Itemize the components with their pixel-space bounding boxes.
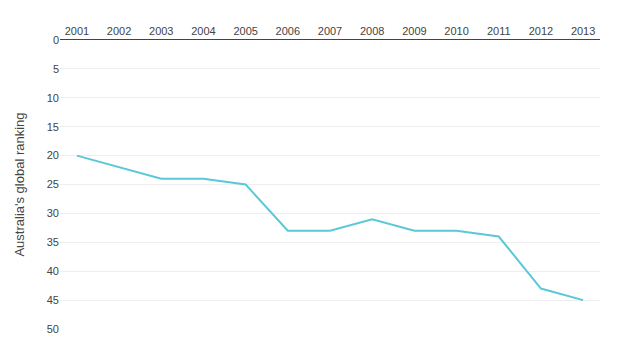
svg-text:2006: 2006 bbox=[276, 25, 300, 37]
svg-text:2009: 2009 bbox=[402, 25, 426, 37]
svg-text:25: 25 bbox=[47, 178, 59, 190]
svg-text:2001: 2001 bbox=[65, 25, 89, 37]
svg-text:2002: 2002 bbox=[107, 25, 131, 37]
svg-text:40: 40 bbox=[47, 265, 59, 277]
svg-text:5: 5 bbox=[53, 63, 59, 75]
svg-text:2013: 2013 bbox=[571, 25, 595, 37]
svg-text:15: 15 bbox=[47, 121, 59, 133]
svg-text:2005: 2005 bbox=[233, 25, 257, 37]
svg-text:2004: 2004 bbox=[191, 25, 215, 37]
svg-text:20: 20 bbox=[47, 149, 59, 161]
svg-text:0: 0 bbox=[53, 34, 59, 46]
svg-text:2010: 2010 bbox=[444, 25, 468, 37]
svg-text:10: 10 bbox=[47, 92, 59, 104]
svg-text:2012: 2012 bbox=[529, 25, 553, 37]
svg-text:35: 35 bbox=[47, 236, 59, 248]
svg-text:45: 45 bbox=[47, 294, 59, 306]
svg-text:2008: 2008 bbox=[360, 25, 384, 37]
svg-text:2011: 2011 bbox=[487, 25, 511, 37]
svg-text:50: 50 bbox=[47, 323, 59, 335]
svg-text:2007: 2007 bbox=[318, 25, 342, 37]
svg-text:2003: 2003 bbox=[149, 25, 173, 37]
svg-text:30: 30 bbox=[47, 207, 59, 219]
svg-text:Australia's global ranking: Australia's global ranking bbox=[12, 112, 27, 256]
